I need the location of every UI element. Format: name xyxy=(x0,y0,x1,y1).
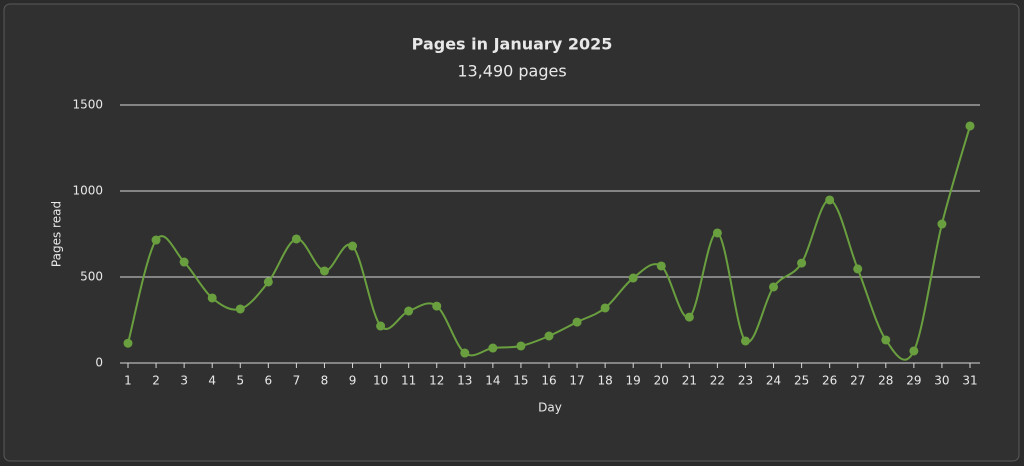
x-tick-label: 21 xyxy=(682,374,697,388)
x-tick-label: 31 xyxy=(962,374,977,388)
point xyxy=(712,228,722,238)
point xyxy=(376,321,386,331)
point xyxy=(909,346,919,356)
x-tick-label: 3 xyxy=(180,374,188,388)
point xyxy=(123,338,133,348)
point xyxy=(740,336,750,346)
y-tick-label: 1500 xyxy=(72,98,103,112)
y-axis-label: Pages read xyxy=(50,201,64,267)
point xyxy=(291,234,301,244)
card xyxy=(3,3,1020,462)
point xyxy=(656,261,666,271)
point xyxy=(769,282,779,292)
point xyxy=(151,235,161,245)
point xyxy=(544,331,554,341)
point xyxy=(263,277,273,287)
point xyxy=(797,258,807,268)
x-tick-label: 5 xyxy=(236,374,244,388)
point xyxy=(235,304,245,314)
point xyxy=(404,306,414,316)
x-tick-label: 15 xyxy=(513,374,528,388)
point xyxy=(516,341,526,351)
x-tick-label: 8 xyxy=(321,374,329,388)
x-tick-label: 1 xyxy=(124,374,132,388)
x-tick-label: 6 xyxy=(265,374,273,388)
point xyxy=(825,195,835,205)
point xyxy=(572,317,582,327)
point xyxy=(432,301,442,311)
x-tick-label: 16 xyxy=(541,374,556,388)
y-tick-label: 500 xyxy=(80,270,103,284)
point xyxy=(684,312,694,322)
x-tick-label: 9 xyxy=(349,374,357,388)
point xyxy=(965,121,975,131)
x-tick-label: 28 xyxy=(878,374,893,388)
x-tick-label: 2 xyxy=(152,374,160,388)
point xyxy=(179,257,189,267)
point xyxy=(937,219,947,229)
point xyxy=(853,264,863,274)
point xyxy=(319,266,329,276)
point xyxy=(348,241,358,251)
x-tick-label: 4 xyxy=(208,374,216,388)
x-tick-label: 14 xyxy=(485,374,500,388)
y-tick-label: 0 xyxy=(95,356,103,370)
point xyxy=(460,348,470,358)
x-tick-label: 27 xyxy=(850,374,865,388)
y-tick-label: 1000 xyxy=(72,184,103,198)
point xyxy=(207,293,217,303)
x-axis-label: Day xyxy=(538,401,562,415)
x-tick-label: 25 xyxy=(794,374,809,388)
point xyxy=(600,303,610,313)
x-tick-label: 22 xyxy=(710,374,725,388)
x-tick-label: 26 xyxy=(822,374,837,388)
point xyxy=(628,273,638,283)
x-tick-label: 23 xyxy=(738,374,753,388)
x-tick-label: 17 xyxy=(569,374,584,388)
x-tick-label: 20 xyxy=(654,374,669,388)
x-tick-label: 18 xyxy=(597,374,612,388)
x-tick-label: 13 xyxy=(457,374,472,388)
chart-subtitle: 13,490 pages xyxy=(457,62,566,81)
point xyxy=(881,335,891,345)
x-tick-label: 11 xyxy=(401,374,416,388)
chart-title: Pages in January 2025 xyxy=(412,35,613,54)
x-tick-label: 7 xyxy=(293,374,301,388)
point xyxy=(488,343,498,353)
x-tick-label: 10 xyxy=(373,374,388,388)
x-tick-label: 29 xyxy=(906,374,921,388)
x-tick-label: 19 xyxy=(626,374,641,388)
x-tick-label: 12 xyxy=(429,374,444,388)
x-tick-label: 24 xyxy=(766,374,781,388)
x-tick-label: 30 xyxy=(934,374,949,388)
